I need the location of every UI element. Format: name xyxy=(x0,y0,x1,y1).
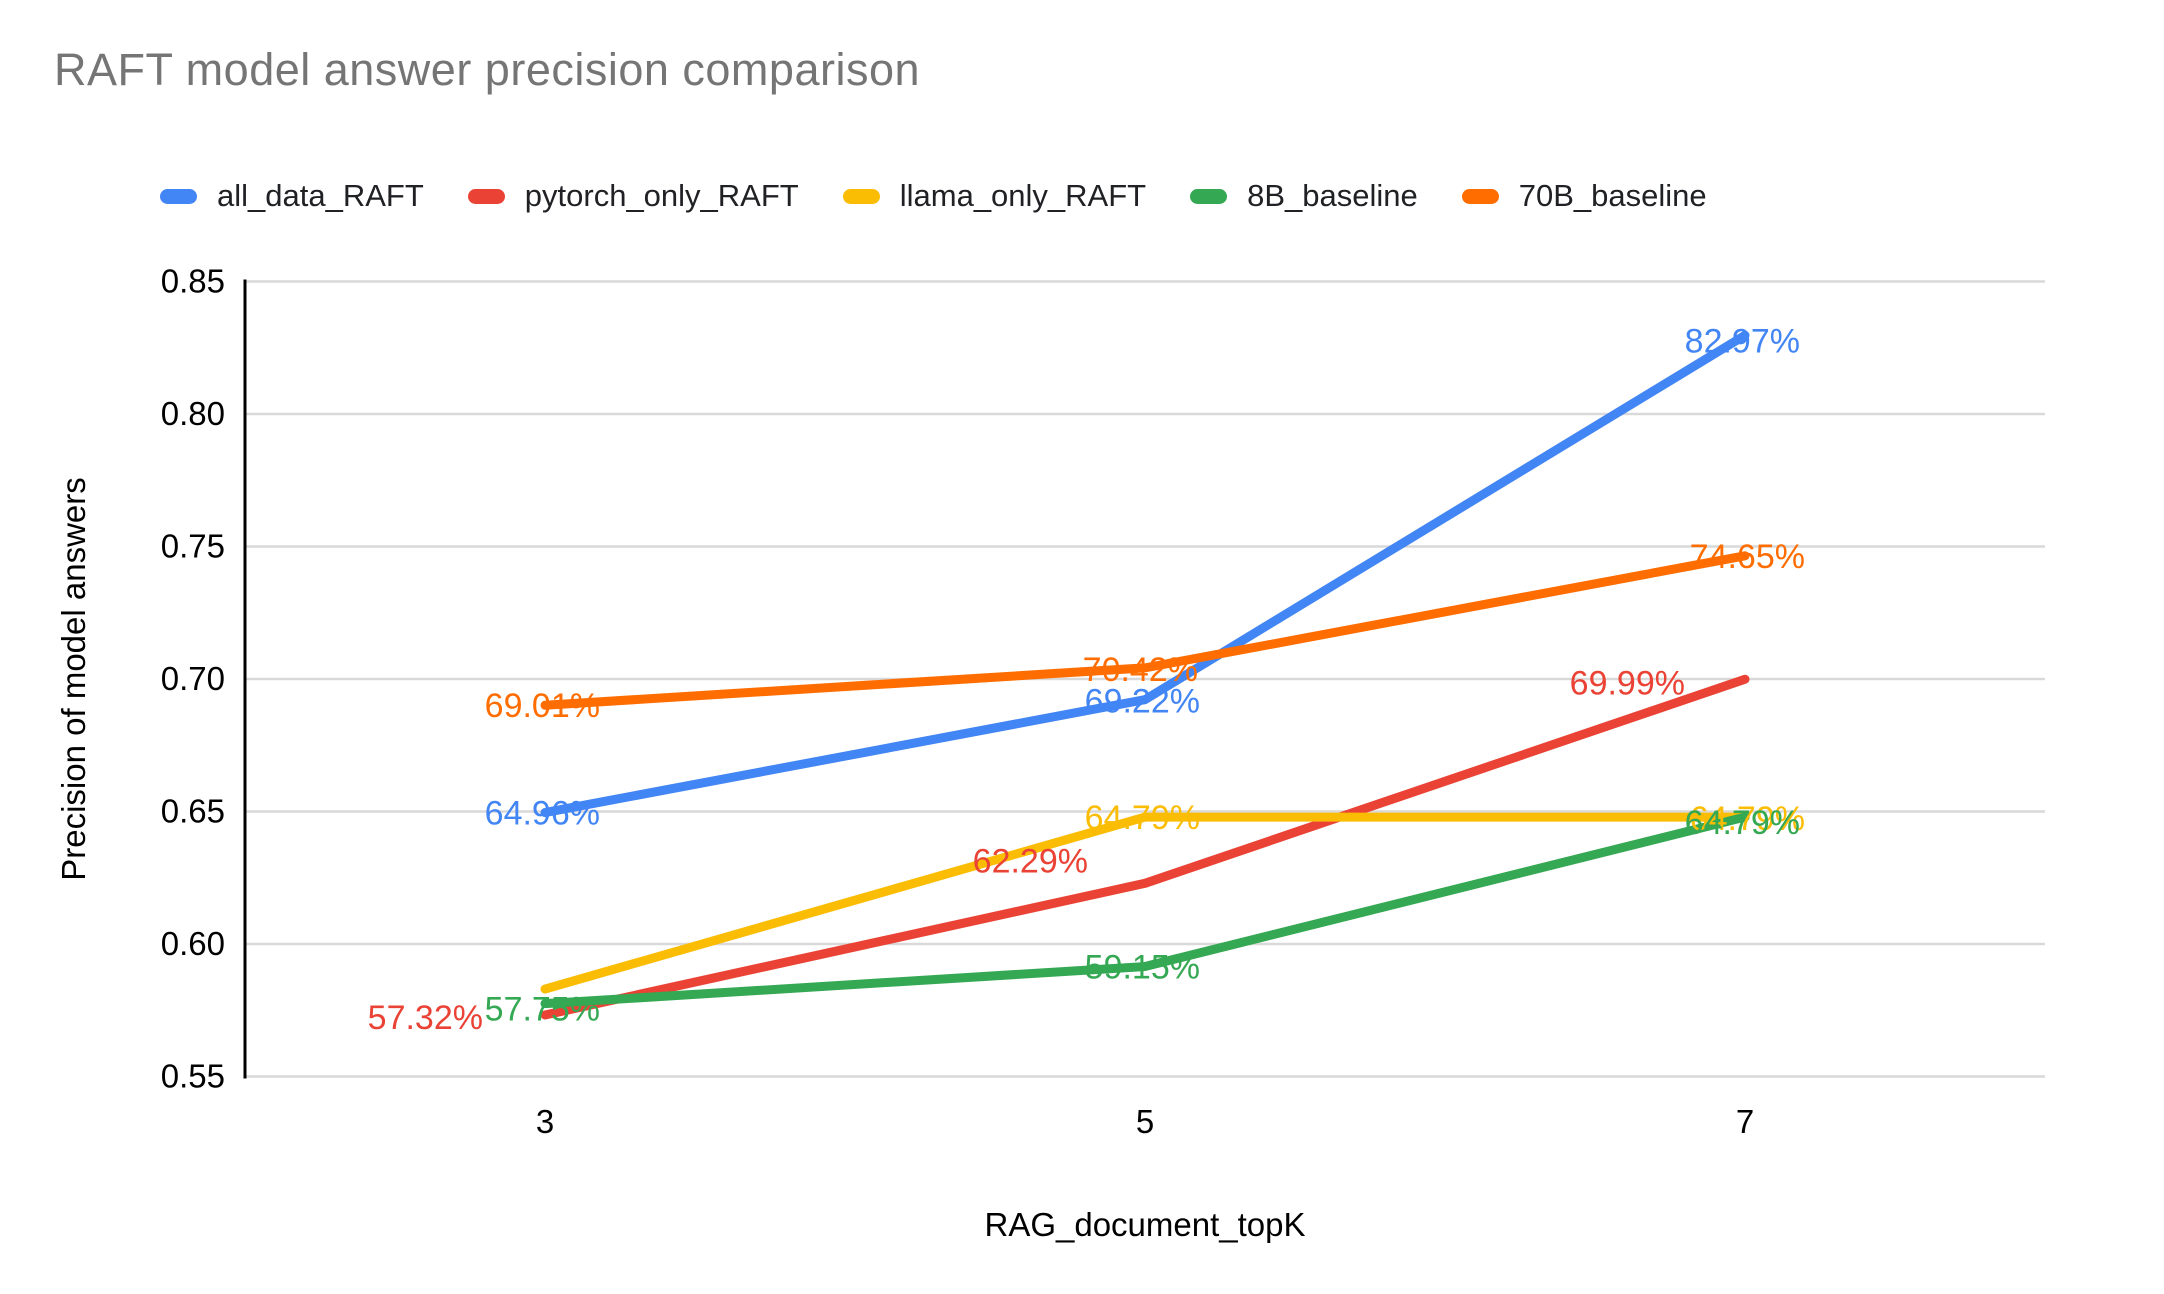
legend-label: 70B_baseline xyxy=(1518,178,1707,213)
data-label-70B_baseline-5: 70.42% xyxy=(1083,651,1198,689)
legend-label: 8B_baseline xyxy=(1247,178,1418,213)
y-tick-label-0.85: 0.85 xyxy=(161,263,225,300)
chart-title: RAFT model answer precision comparison xyxy=(54,44,921,95)
data-label-70B_baseline-3: 69.01% xyxy=(485,687,600,725)
legend-label: all_data_RAFT xyxy=(217,178,424,213)
data-label-all_data_RAFT-3: 64.96% xyxy=(485,795,600,833)
data-label-8B_baseline-7: 64.79% xyxy=(1685,804,1800,842)
data-label-all_data_RAFT-7: 82.97% xyxy=(1685,322,1800,360)
legend-swatch-icon xyxy=(1461,188,1499,204)
legend-item-all_data_RAFT: all_data_RAFT xyxy=(160,178,424,214)
legend-item-llama_only_RAFT: llama_only_RAFT xyxy=(842,178,1147,214)
series-line-all_data_RAFT xyxy=(540,330,1750,818)
legend-swatch-icon xyxy=(842,188,880,204)
y-tick-label-0.70: 0.70 xyxy=(161,660,225,697)
data-label-pytorch_only_RAFT-3: 57.32% xyxy=(368,999,483,1037)
legend-swatch-icon xyxy=(160,188,197,204)
legend-label: llama_only_RAFT xyxy=(899,178,1147,213)
legend-label: pytorch_only_RAFT xyxy=(524,178,799,213)
legend: all_data_RAFT pytorch_only_RAFT llama_only… xyxy=(160,178,1707,214)
y-tick-label-0.80: 0.80 xyxy=(161,395,225,432)
data-label-llama_only_RAFT-7: 64.79% xyxy=(1690,800,1805,838)
series-line-8B_baseline xyxy=(540,812,1750,1009)
y-axis-title: Precision of model answers xyxy=(55,477,92,881)
series-line-llama_only_RAFT xyxy=(540,812,1750,994)
legend-item-8B_baseline: 8B_baseline xyxy=(1190,178,1418,214)
y-tick-label-0.75: 0.75 xyxy=(161,528,225,565)
x-tick-label-5: 5 xyxy=(1136,1103,1154,1140)
y-tick-label-0.65: 0.65 xyxy=(161,793,225,830)
series-line-pytorch_only_RAFT xyxy=(540,674,1750,1020)
legend-item-pytorch_only_RAFT: pytorch_only_RAFT xyxy=(467,178,799,214)
legend-swatch-icon xyxy=(467,188,505,204)
data-label-8B_baseline-5: 59.15% xyxy=(1085,949,1200,987)
x-axis-title: RAG_document_topK xyxy=(984,1206,1305,1243)
legend-item-70B_baseline: 70B_baseline xyxy=(1461,178,1707,214)
y-tick-label-0.55: 0.55 xyxy=(161,1058,225,1095)
x-tick-label-7: 7 xyxy=(1736,1103,1754,1140)
y-tick-label-0.60: 0.60 xyxy=(161,925,225,962)
data-label-all_data_RAFT-5: 69.22% xyxy=(1085,683,1200,721)
legend-swatch-icon xyxy=(1190,188,1228,204)
data-label-70B_baseline-7: 74.65% xyxy=(1690,538,1805,576)
data-label-pytorch_only_RAFT-5: 62.29% xyxy=(973,842,1088,880)
x-tick-label-3: 3 xyxy=(536,1103,554,1140)
data-label-8B_baseline-3: 57.75% xyxy=(485,991,600,1029)
data-label-pytorch_only_RAFT-7: 69.99% xyxy=(1570,664,1685,702)
series-line-70B_baseline xyxy=(540,551,1750,710)
data-label-llama_only_RAFT-5: 64.79% xyxy=(1085,799,1200,837)
